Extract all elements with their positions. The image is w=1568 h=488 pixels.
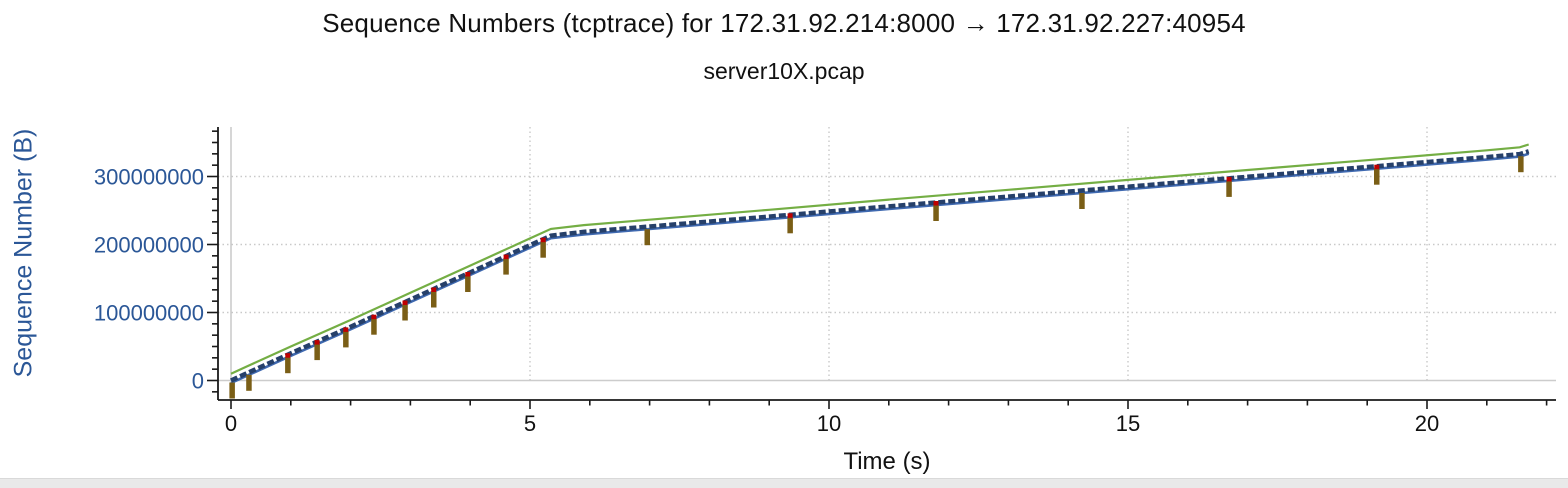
dup-ack-tick (285, 357, 291, 374)
y-tick-label: 0 (192, 369, 204, 394)
retransmit-mark (465, 272, 471, 277)
y-tick-label: 100000000 (94, 301, 204, 326)
dup-ack-tick (787, 217, 793, 234)
x-axis: 0 5 10 15 20 (225, 400, 1548, 436)
dup-ack-tick (314, 344, 320, 361)
y-tick-label: 300000000 (94, 165, 204, 190)
x-tick-label: 0 (225, 411, 237, 436)
retransmit-mark (503, 254, 509, 260)
retransmit-mark (285, 353, 291, 358)
chart-title: Sequence Numbers (tcptrace) for 172.31.9… (322, 8, 1246, 38)
axes (217, 127, 1556, 401)
zero-gridlines (218, 127, 1556, 382)
retransmit-mark (402, 300, 408, 305)
x-axis-title: Time (s) (843, 448, 931, 475)
plot-area[interactable]: 0 5 10 15 20 0 100000000 200000000 300000000 (0, 0, 1568, 478)
dup-ack-tick (644, 229, 650, 246)
retransmit-mark (540, 237, 546, 243)
retransmit-mark (1226, 176, 1232, 182)
y-axis: 0 100000000 200000000 300000000 (94, 130, 218, 394)
dup-ack-tick (1079, 193, 1085, 209)
dup-ack-tick (540, 241, 546, 258)
x-tick-label: 5 (524, 411, 536, 436)
y-axis-title: Sequence Number (B) (9, 128, 38, 378)
chart-subtitle: server10X.pcap (703, 58, 865, 84)
dup-ack-tick (246, 374, 252, 391)
x-tick-label: 10 (817, 411, 841, 436)
window-line (230, 143, 1530, 375)
x-tick-label: 20 (1415, 411, 1439, 436)
dup-ack-tick (503, 258, 509, 275)
dup-ack-tick (229, 382, 235, 399)
dup-ack-tick (402, 304, 408, 321)
dup-ack-tick (1518, 156, 1524, 173)
dup-ack-tick (465, 276, 471, 292)
retransmit-mark (933, 201, 939, 206)
retransmit-mark (1374, 164, 1380, 170)
dup-ack-tick (371, 318, 377, 335)
gridlines (218, 127, 1556, 381)
retransmit-mark (371, 314, 377, 320)
retransmit-mark (314, 340, 320, 345)
dup-ack-tick (933, 205, 939, 221)
bottom-panel-edge (0, 478, 1568, 488)
x-tick-label: 15 (1116, 411, 1140, 436)
retransmit-mark (787, 213, 793, 218)
y-tick-label: 200000000 (94, 233, 204, 258)
dup-ack-tick (1374, 168, 1380, 185)
dup-ack-tick (343, 331, 349, 348)
retransmit-mark (431, 287, 437, 292)
dup-ack-tick (431, 291, 437, 308)
segment-line (230, 149, 1530, 383)
retransmit-mark (343, 327, 349, 332)
retransmit-marks (285, 164, 1380, 358)
ack-line (230, 152, 1530, 385)
dup-ack-tick (1226, 180, 1232, 197)
dup-ack-ticks (229, 156, 1524, 399)
